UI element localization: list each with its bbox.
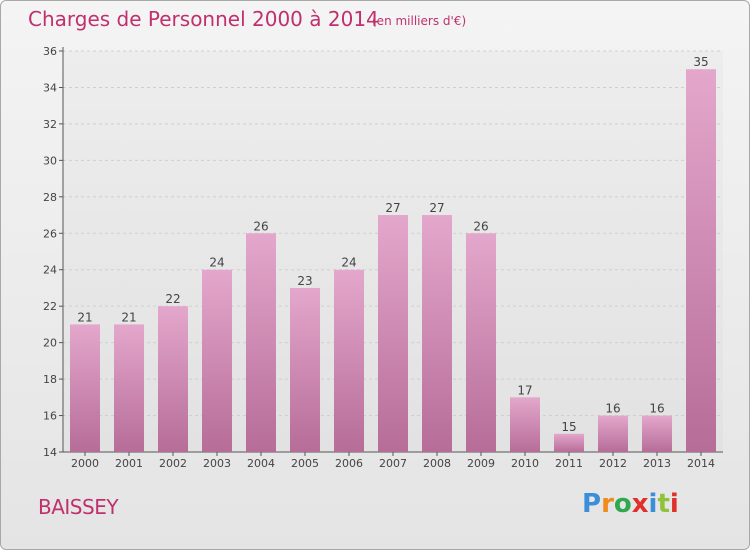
bar-value-label: 27: [385, 201, 400, 215]
bar: [598, 415, 628, 452]
logo-letter: o: [613, 489, 632, 519]
logo-letter: i: [648, 489, 658, 519]
bar: [466, 233, 496, 452]
x-tick-label: 2004: [247, 457, 275, 470]
y-tick-label: 20: [43, 337, 57, 350]
bar-value-label: 24: [209, 256, 224, 270]
logo-letter: P: [582, 489, 602, 519]
x-tick-label: 2000: [71, 457, 99, 470]
bar-value-label: 27: [429, 201, 444, 215]
x-tick-label: 2005: [291, 457, 319, 470]
bar-value-label: 23: [297, 274, 312, 288]
bar: [114, 324, 144, 452]
bar-value-label: 21: [121, 310, 136, 324]
chart-subtitle: (en milliers d'€): [372, 14, 467, 28]
logo-letter: t: [657, 489, 670, 519]
bar: [378, 215, 408, 452]
x-tick-label: 2008: [423, 457, 451, 470]
bar-value-label: 17: [517, 383, 532, 397]
bar: [158, 306, 188, 452]
y-tick-label: 14: [43, 446, 57, 459]
data-labels: 21 21 22 24 26 23 24 27 27 26 17 15 16 16 35: [77, 55, 708, 434]
bar-value-label: 26: [253, 219, 268, 233]
bar: [290, 287, 320, 452]
bar-value-label: 16: [605, 402, 620, 416]
bar-value-label: 15: [561, 420, 576, 434]
y-tick-label: 36: [43, 45, 57, 58]
logo-letter: r: [601, 489, 614, 519]
x-tick-label: 2007: [379, 457, 407, 470]
bar: [202, 269, 232, 452]
y-tick-label: 16: [43, 410, 57, 423]
x-tick-label: 2009: [467, 457, 495, 470]
y-tick-label: 24: [43, 264, 57, 277]
logo-letter: i: [669, 489, 679, 519]
logo-letter: x: [631, 489, 649, 519]
x-tick-label: 2012: [599, 457, 627, 470]
x-tick-label: 2003: [203, 457, 231, 470]
y-tick-label: 26: [43, 227, 57, 240]
bar-value-label: 35: [693, 55, 708, 69]
bar: [686, 69, 716, 453]
bar-value-label: 22: [165, 292, 180, 306]
bar-value-label: 16: [649, 402, 664, 416]
x-tick-label: 2011: [555, 457, 583, 470]
bar: [554, 433, 584, 452]
bar: [422, 215, 452, 452]
bars: [70, 69, 716, 453]
y-tick-label: 32: [43, 118, 57, 131]
x-tick-label: 2001: [115, 457, 143, 470]
bar-value-label: 26: [473, 219, 488, 233]
y-tick-label: 22: [43, 300, 57, 313]
y-tick-label: 18: [43, 373, 57, 386]
x-tick-label: 2002: [159, 457, 187, 470]
location-name: BAISSEY: [38, 495, 119, 519]
bar: [642, 415, 672, 452]
bar: [334, 269, 364, 452]
y-tick-label: 30: [43, 154, 57, 167]
chart-title: Charges de Personnel 2000 à 2014: [28, 7, 379, 31]
x-tick-label: 2006: [335, 457, 363, 470]
x-tick-label: 2010: [511, 457, 539, 470]
bar-value-label: 24: [341, 256, 356, 270]
y-tick-label: 28: [43, 191, 57, 204]
x-tick-label: 2013: [643, 457, 671, 470]
proxiti-logo: Proxiti: [582, 489, 679, 519]
x-tick-label: 2014: [687, 457, 715, 470]
bar: [510, 397, 540, 452]
y-tick-label: 34: [43, 81, 57, 94]
bar: [246, 233, 276, 452]
bar-value-label: 21: [77, 310, 92, 324]
bar: [70, 324, 100, 452]
